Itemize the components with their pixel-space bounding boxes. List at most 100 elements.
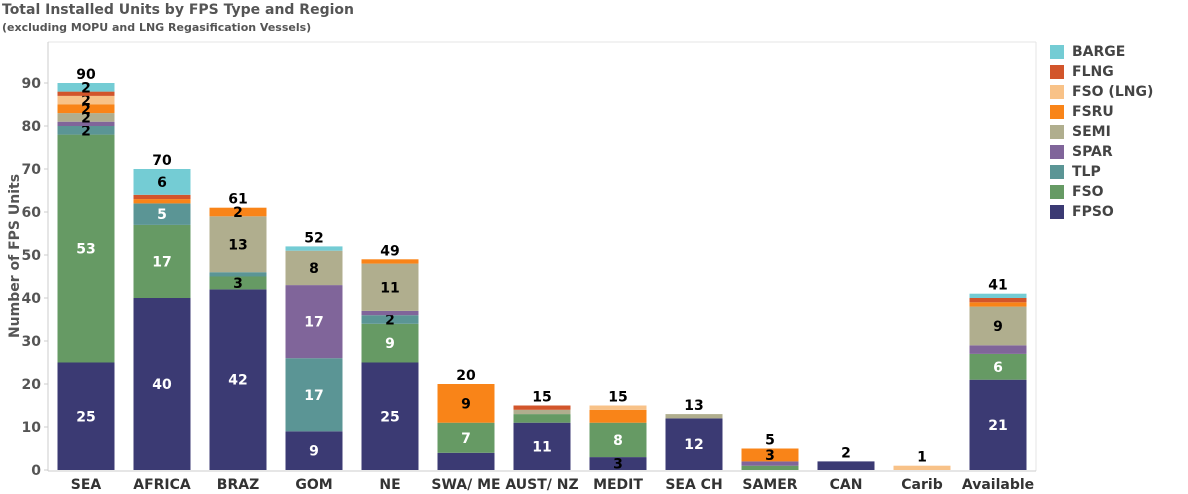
x-tick-label: Available (962, 477, 1034, 493)
total-label: 20 (456, 368, 476, 384)
legend-label: FPSO (1072, 204, 1114, 220)
total-label: 90 (76, 67, 96, 83)
legend-swatch (1050, 125, 1064, 139)
data-label: 3 (233, 276, 243, 292)
bar-braz-semi (209, 216, 267, 273)
bar-ne-fpso (361, 362, 419, 470)
bar-swa-me-fpso (437, 452, 495, 470)
bar-aust-nz-fso (513, 414, 571, 423)
data-label: 2 (385, 313, 395, 329)
data-label: 42 (228, 373, 247, 389)
data-label: 8 (309, 261, 319, 277)
bar-can-fpso (817, 461, 875, 470)
bar-africa-barge (133, 169, 191, 195)
bar-carib-fso-lng (893, 465, 951, 470)
bar-sea-barge (57, 83, 115, 92)
bar-aust-nz-flng (513, 405, 571, 410)
data-label: 5 (157, 207, 167, 223)
bar-gom-semi (285, 250, 343, 286)
total-label: 13 (684, 398, 703, 414)
bar-braz-fpso (209, 289, 267, 470)
total-label: 52 (304, 230, 323, 246)
data-label: 25 (76, 409, 95, 425)
bar-available-flng (969, 298, 1027, 303)
total-label: 49 (380, 243, 399, 259)
data-label: 7 (461, 431, 471, 447)
bar-braz-tlp (209, 272, 267, 277)
y-tick-label: 70 (22, 162, 42, 178)
data-label: 9 (385, 336, 395, 352)
total-label: 1 (917, 450, 927, 466)
bar-braz-fso (209, 276, 267, 290)
x-tick-label: AFRICA (133, 477, 191, 493)
bar-sea-tlp (57, 126, 115, 135)
x-tick-label: SEA (71, 477, 102, 493)
data-label: 12 (684, 437, 703, 453)
bar-sea-flng (57, 91, 115, 96)
data-label: 6 (993, 360, 1003, 376)
x-tick-label: MEDIT (593, 477, 643, 493)
legend-label: BARGE (1072, 44, 1126, 60)
data-label: 8 (613, 433, 623, 449)
x-tick-label: BRAZ (217, 477, 259, 493)
total-label: 61 (228, 192, 247, 208)
bar-sea-fpso (57, 362, 115, 470)
x-tick-label: SEA CH (665, 477, 722, 493)
legend-swatch (1050, 145, 1064, 159)
data-label: 11 (532, 439, 551, 455)
data-label: 9 (993, 319, 1003, 335)
x-tick-label: Carib (901, 477, 942, 493)
y-tick-label: 0 (31, 463, 41, 479)
bar-medit-fpso (589, 457, 647, 470)
bar-samer-fsru (741, 448, 799, 462)
legend-label: SPAR (1072, 144, 1113, 160)
legend-label: TLP (1072, 164, 1101, 180)
legend-item-fsru: FSRU (1050, 102, 1153, 122)
y-tick-label: 20 (22, 377, 42, 393)
bar-sea-ch-semi (665, 414, 723, 419)
bar-medit-fsru (589, 409, 647, 423)
legend-item-spar: SPAR (1050, 142, 1153, 162)
legend-item-fso: FSO (1050, 182, 1153, 202)
y-tick-label: 60 (22, 205, 42, 221)
bar-swa-me-fso (437, 422, 495, 453)
y-axis-label: Number of FPS Units (7, 174, 23, 338)
bar-ne-semi (361, 263, 419, 311)
legend-swatch (1050, 185, 1064, 199)
bar-africa-fso (133, 224, 191, 298)
legend-swatch (1050, 205, 1064, 219)
legend-item-fso-lng: FSO (LNG) (1050, 82, 1153, 102)
bar-sea-semi (57, 113, 115, 122)
data-label: 2 (81, 80, 91, 96)
total-label: 15 (532, 390, 551, 406)
chart-title: Total Installed Units by FPS Type and Re… (2, 2, 354, 18)
data-label: 2 (233, 205, 243, 221)
x-tick-label: CAN (830, 477, 863, 493)
bar-gom-tlp (285, 358, 343, 432)
bar-gom-barge (285, 246, 343, 251)
legend-swatch (1050, 165, 1064, 179)
bar-medit-fso-lng (589, 405, 647, 410)
bar-sea-fso (57, 134, 115, 363)
bar-available-spar (969, 345, 1027, 354)
bar-medit-fso (589, 422, 647, 458)
bar-samer-fso (741, 465, 799, 470)
bar-sea-spar (57, 121, 115, 126)
legend-item-fpso: FPSO (1050, 202, 1153, 222)
data-label: 2 (81, 102, 91, 118)
legend-label: FSO (LNG) (1072, 84, 1154, 100)
y-tick-label: 50 (22, 248, 42, 264)
data-label: 13 (228, 237, 247, 253)
chart-subtitle: (excluding MOPU and LNG Regasification V… (2, 21, 312, 34)
legend: BARGE FLNG FSO (LNG) FSRU SEMI SPAR TLP FSO FPSO (1050, 42, 1153, 222)
data-label: 21 (988, 418, 1007, 434)
bar-sea-fsru (57, 104, 115, 114)
total-label: 2 (841, 445, 851, 461)
x-tick-label: AUST/ NZ (505, 477, 578, 493)
legend-item-semi: SEMI (1050, 122, 1153, 142)
legend-swatch (1050, 45, 1064, 59)
bar-sea-fso-lng (57, 95, 115, 105)
total-label: 15 (608, 390, 627, 406)
legend-swatch (1050, 105, 1064, 119)
